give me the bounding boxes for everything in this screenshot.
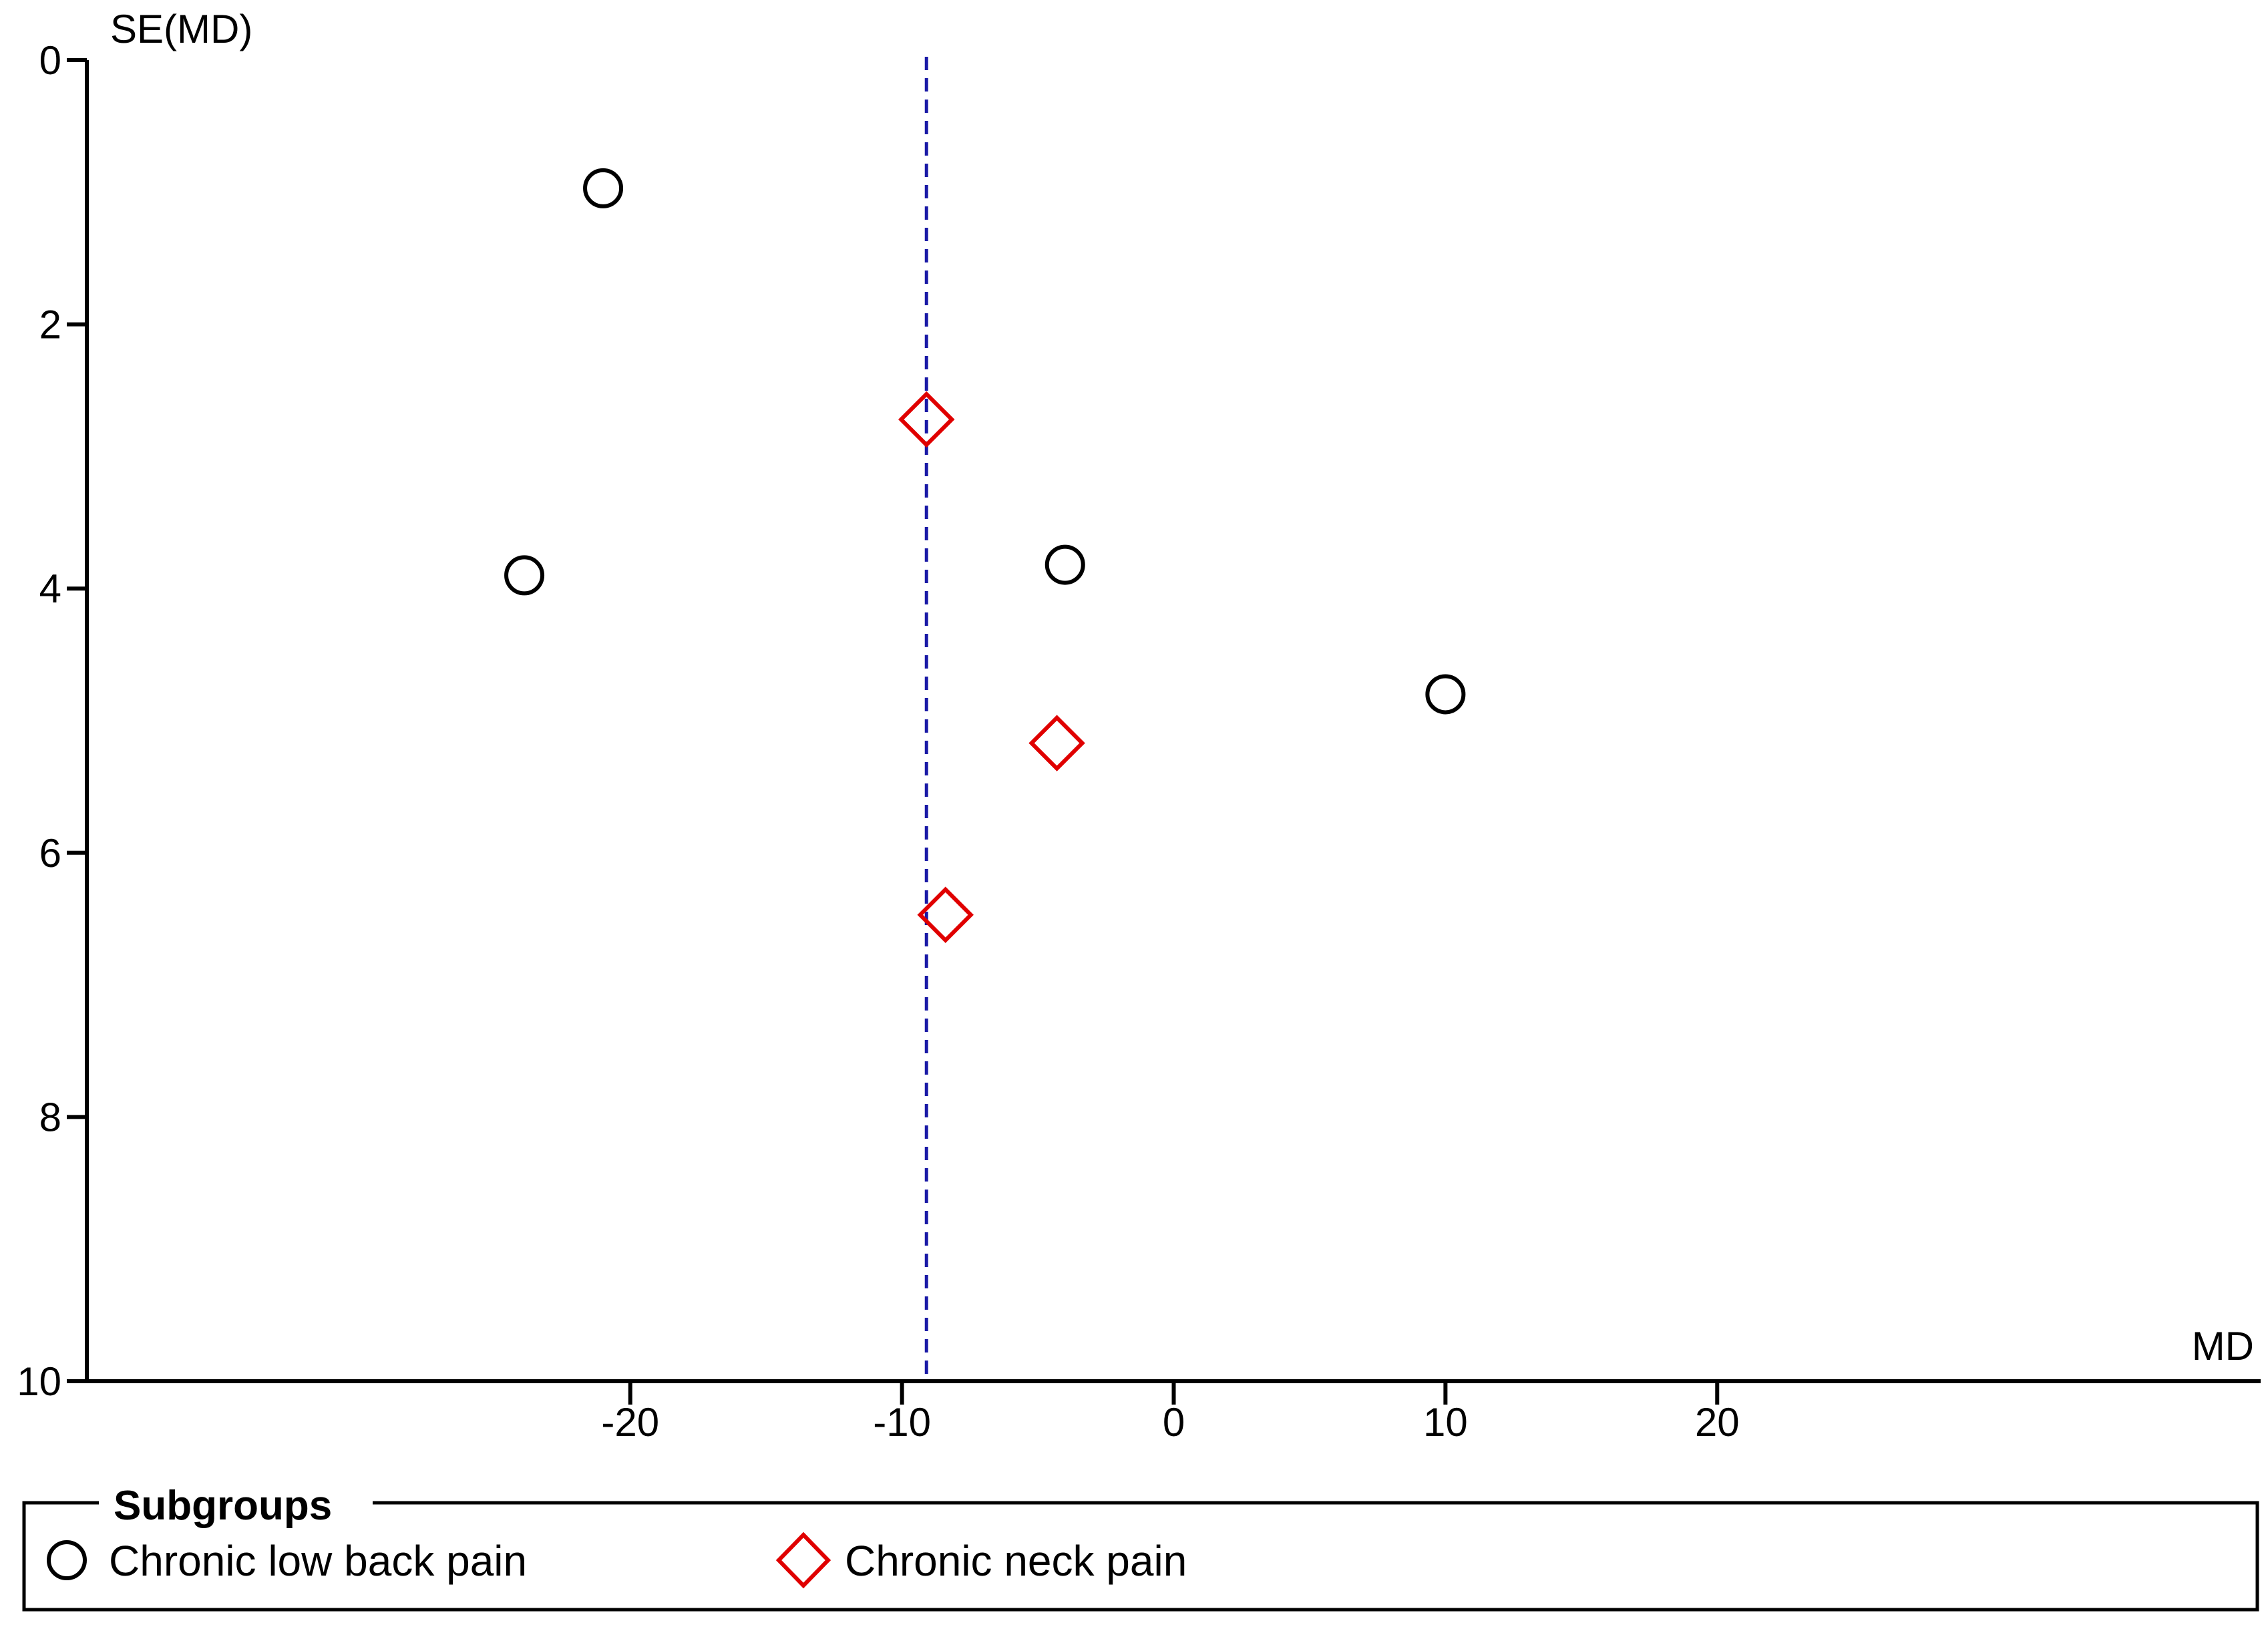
legend-marker-diamond — [775, 1531, 831, 1589]
study-point-neck-pain — [898, 391, 955, 448]
y-tick-label: 0 — [39, 38, 61, 83]
legend-marker-circle — [47, 1540, 87, 1580]
x-tick-label: 20 — [1695, 1400, 1740, 1445]
study-point-low-back-pain — [1425, 674, 1466, 715]
study-point-low-back-pain — [1045, 544, 1085, 585]
points-layer — [504, 168, 1466, 944]
x-axis-title: MD — [2192, 1324, 2254, 1369]
y-tick-label: 6 — [39, 831, 61, 876]
study-point-neck-pain — [1028, 715, 1085, 771]
x-tick-label: 10 — [1423, 1400, 1468, 1445]
y-tick-label: 8 — [39, 1095, 61, 1139]
x-tick-label: 0 — [1163, 1400, 1185, 1445]
study-point-low-back-pain — [583, 168, 624, 208]
y-axis-title: SE(MD) — [110, 7, 252, 51]
x-tick-label: -20 — [601, 1400, 659, 1445]
x-tick-label: -10 — [873, 1400, 931, 1445]
legend-title: Subgroups — [114, 1483, 332, 1529]
study-point-neck-pain — [917, 886, 974, 944]
study-point-low-back-pain — [504, 555, 545, 596]
legend-label-neck-pain: Chronic neck pain — [845, 1537, 1187, 1585]
axes: 0 2 4 6 8 10 -20 -10 0 10 20 — [17, 38, 2261, 1445]
y-tick-label: 2 — [39, 303, 61, 347]
y-tick-label: 4 — [39, 566, 61, 611]
legend-box — [22, 1501, 2259, 1612]
y-tick-label: 10 — [17, 1359, 61, 1404]
legend: Subgroups Chronic low back pain Chronic … — [22, 1483, 2259, 1612]
legend-label-low-back-pain: Chronic low back pain — [109, 1537, 527, 1585]
